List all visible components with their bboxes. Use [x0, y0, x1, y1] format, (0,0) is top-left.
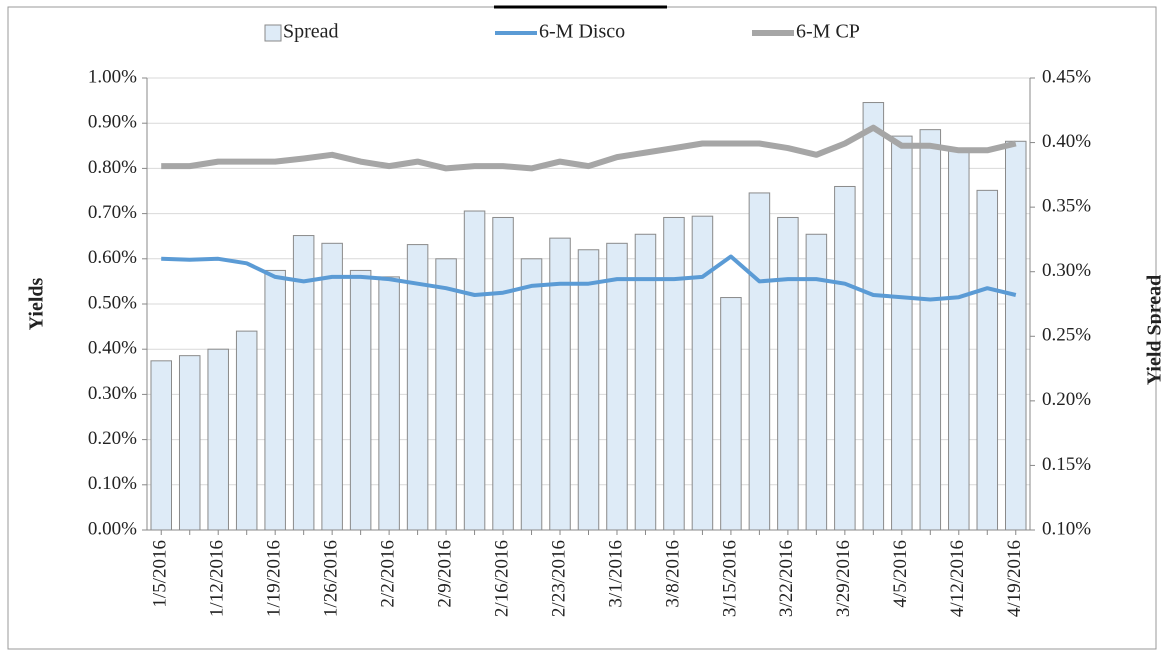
y2-tick-label: 0.15%: [1042, 454, 1091, 475]
x-tick-label: 3/22/2016: [776, 540, 797, 617]
bar: [349, 269, 372, 531]
bar: [834, 185, 856, 531]
x-tick-label: 2/2/2016: [377, 540, 398, 608]
bar: [577, 249, 600, 531]
bar: [292, 235, 315, 531]
y-tick-label: 0.50%: [88, 292, 137, 313]
bar: [748, 192, 771, 531]
bar: [862, 102, 885, 531]
x-tick-label: 2/23/2016: [548, 540, 569, 617]
bar: [150, 360, 172, 531]
y-tick-label: 0.30%: [88, 383, 137, 404]
y-tick-label: 0.00%: [88, 518, 137, 539]
y-tick-label: 0.40%: [88, 338, 137, 359]
y2-tick-label: 0.30%: [1042, 260, 1091, 281]
bar: [1005, 140, 1027, 531]
y-tick-label: 0.90%: [88, 112, 137, 133]
x-tick-label: 1/26/2016: [321, 540, 342, 617]
legend-label: 6-M CP: [796, 21, 860, 43]
bar: [805, 233, 828, 531]
y2-tick-label: 0.45%: [1042, 66, 1091, 87]
x-tick-label: 3/15/2016: [719, 540, 740, 617]
x-tick-label: 3/29/2016: [833, 540, 854, 617]
x-tick-label: 4/19/2016: [1004, 540, 1025, 617]
bar: [948, 149, 970, 531]
y-tick-label: 0.60%: [88, 247, 137, 268]
legend-label: Spread: [283, 21, 339, 43]
y2-tick-label: 0.40%: [1042, 131, 1091, 152]
x-tick-label: 1/5/2016: [150, 540, 171, 608]
bar: [463, 210, 486, 531]
bar: [178, 355, 201, 531]
bar: [207, 348, 229, 531]
line: [161, 124, 1017, 172]
bar: [235, 330, 258, 531]
y2-tick-label: 0.10%: [1042, 518, 1091, 539]
bar: [606, 242, 628, 531]
y-tick-label: 1.00%: [88, 66, 137, 87]
bar: [378, 276, 400, 531]
x-tick-label: 2/9/2016: [434, 540, 455, 608]
bar: [919, 129, 942, 531]
bar: [492, 216, 514, 531]
x-tick-label: 4/12/2016: [947, 540, 968, 617]
x-tick-label: 1/12/2016: [207, 540, 228, 617]
y-axis-title: Yields: [26, 277, 48, 330]
legend-label: 6-M Disco: [539, 21, 625, 43]
bar: [549, 237, 571, 531]
bar: [321, 242, 343, 531]
x-tick-label: 2/16/2016: [491, 540, 512, 617]
y-tick-label: 0.80%: [88, 157, 137, 178]
y-tick-label: 0.10%: [88, 473, 137, 494]
bar: [520, 258, 543, 531]
x-tick-label: 3/1/2016: [605, 540, 626, 608]
bar: [777, 216, 799, 531]
x-tick-label: 3/8/2016: [662, 540, 683, 608]
x-tick-label: 1/19/2016: [264, 540, 285, 617]
y-tick-label: 0.70%: [88, 202, 137, 223]
bar: [663, 216, 685, 531]
y2-tick-label: 0.20%: [1042, 389, 1091, 410]
bar: [691, 215, 714, 531]
line: [161, 254, 1017, 302]
y2-axis-title: Yield Spread: [1144, 275, 1161, 386]
bar: [976, 189, 999, 531]
legend-swatch: [264, 24, 282, 42]
y2-tick-label: 0.25%: [1042, 325, 1091, 346]
bar: [634, 233, 657, 531]
bar: [406, 244, 429, 531]
x-tick-label: 4/5/2016: [890, 540, 911, 608]
bar: [891, 135, 913, 531]
bar: [264, 269, 286, 531]
y2-tick-label: 0.35%: [1042, 196, 1091, 217]
bar: [720, 297, 742, 531]
y-tick-label: 0.20%: [88, 428, 137, 449]
bar: [435, 258, 457, 531]
